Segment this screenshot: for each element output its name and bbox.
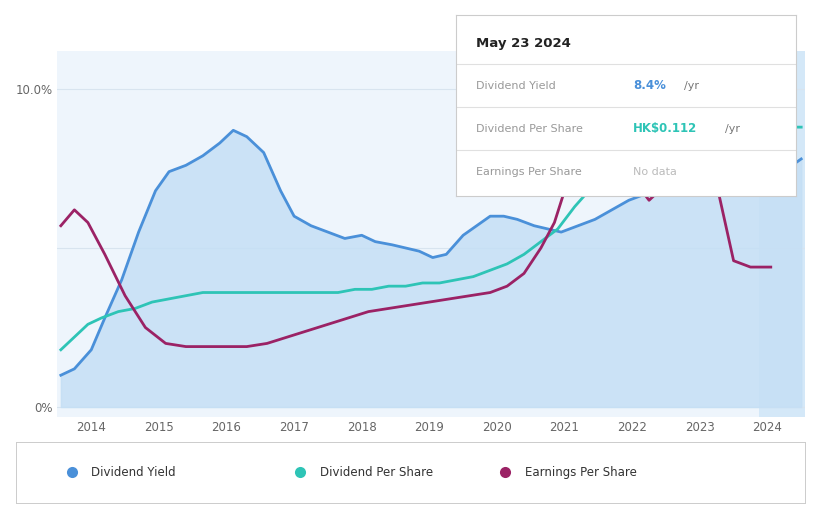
Text: Dividend Per Share: Dividend Per Share [320, 466, 433, 479]
Text: Dividend Per Share: Dividend Per Share [476, 124, 583, 134]
Text: /yr: /yr [684, 81, 699, 90]
Text: HK$0.112: HK$0.112 [633, 122, 697, 135]
Text: /yr: /yr [725, 124, 740, 134]
Text: No data: No data [633, 167, 677, 177]
Text: May 23 2024: May 23 2024 [476, 37, 571, 50]
Text: 8.4%: 8.4% [633, 79, 666, 92]
Bar [759, 51, 805, 417]
Text: Earnings Per Share: Earnings Per Share [525, 466, 636, 479]
Text: Earnings Per Share: Earnings Per Share [476, 167, 582, 177]
Text: Past: Past [763, 61, 787, 75]
Text: Dividend Yield: Dividend Yield [91, 466, 176, 479]
Text: Dividend Yield: Dividend Yield [476, 81, 556, 90]
